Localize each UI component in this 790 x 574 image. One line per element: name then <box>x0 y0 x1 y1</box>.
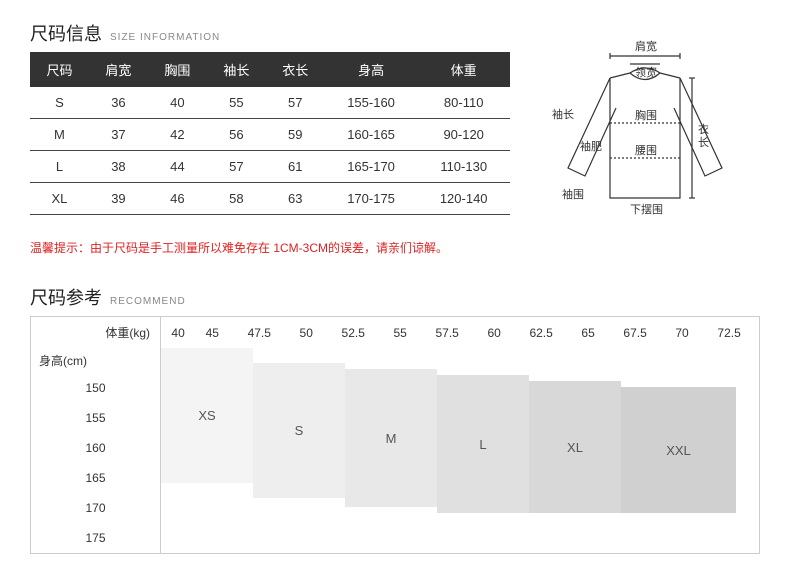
size-cell: 165-170 <box>325 151 418 183</box>
size-cell: 110-130 <box>417 151 510 183</box>
weight-col: 67.5 <box>605 318 665 348</box>
size-info-title-cn: 尺码信息 <box>30 20 102 46</box>
weight-col: 50 <box>289 318 323 348</box>
weight-col: 60 <box>477 318 511 348</box>
size-block-xs: XS <box>161 348 253 483</box>
lbl-shoulder: 肩宽 <box>635 39 657 53</box>
weight-col: 70 <box>665 318 699 348</box>
size-info-title-en: SIZE INFORMATION <box>110 32 220 43</box>
size-cell: 80-110 <box>417 87 510 119</box>
height-row: 150 <box>31 373 160 403</box>
col-height: 身高 <box>325 52 418 87</box>
size-cell: 120-140 <box>417 183 510 215</box>
size-block-s: S <box>253 363 345 498</box>
height-row: 165 <box>31 463 160 493</box>
size-cell: 37 <box>89 119 148 151</box>
col-weight: 体重 <box>417 52 510 87</box>
height-row: 175 <box>31 523 160 553</box>
height-row: 155 <box>31 403 160 433</box>
shirt-diagram: 肩宽 领宽 袖长 袖肥 胸围 腰围 衣 长 下摆围 袖围 <box>550 28 740 221</box>
size-cell: 160-165 <box>325 119 418 151</box>
col-sleeve: 袖长 <box>207 52 266 87</box>
weight-col: 65 <box>571 318 605 348</box>
lbl-collar: 领宽 <box>635 65 657 79</box>
lbl-body-len: 衣 <box>698 122 709 136</box>
size-cell: 39 <box>89 183 148 215</box>
size-cell: 46 <box>148 183 207 215</box>
size-cell: 36 <box>89 87 148 119</box>
height-row: 170 <box>31 493 160 523</box>
size-block-m: M <box>345 369 437 507</box>
lbl-chest: 胸围 <box>635 108 657 122</box>
lbl-body-len2: 长 <box>698 136 709 149</box>
size-cell: 57 <box>207 151 266 183</box>
size-cell: L <box>30 151 89 183</box>
weight-col: 55 <box>383 318 417 348</box>
size-cell: 170-175 <box>325 183 418 215</box>
height-row: 160 <box>31 433 160 463</box>
measurement-notice: 温馨提示：由于尺码是手工测量所以难免存在 1CM-3CM的误差，请亲们谅解。 <box>30 239 760 256</box>
weight-col: 40 <box>161 318 195 348</box>
size-chart-area: XSSMLXLXXL <box>161 348 759 528</box>
weight-col: 45 <box>195 318 229 348</box>
col-chest: 胸围 <box>148 52 207 87</box>
size-cell: XL <box>30 183 89 215</box>
size-cell: M <box>30 119 89 151</box>
col-shoulder: 肩宽 <box>89 52 148 87</box>
lbl-cuff: 袖围 <box>562 187 584 201</box>
size-table: 尺码 肩宽 胸围 袖长 衣长 身高 体重 S36405557155-16080-… <box>30 52 510 215</box>
size-cell: 55 <box>207 87 266 119</box>
size-cell: 155-160 <box>325 87 418 119</box>
weight-col: 72.5 <box>699 318 759 348</box>
recommend-title-cn: 尺码参考 <box>30 284 102 310</box>
size-cell: 44 <box>148 151 207 183</box>
size-cell: 63 <box>266 183 325 215</box>
recommend-title-en: RECOMMEND <box>110 296 186 307</box>
lbl-waist: 腰围 <box>635 144 657 157</box>
weight-axis-label: 体重(kg) <box>31 317 161 349</box>
size-cell: 40 <box>148 87 207 119</box>
size-cell: 57 <box>266 87 325 119</box>
size-block-xl: XL <box>529 381 621 513</box>
col-size: 尺码 <box>30 52 89 87</box>
size-block-xxl: XXL <box>621 387 736 513</box>
lbl-hem: 下摆围 <box>630 202 663 216</box>
size-cell: 38 <box>89 151 148 183</box>
recommend-table: 体重(kg) 404547.55052.55557.56062.56567.57… <box>30 316 760 554</box>
lbl-sleeve-len: 袖长 <box>552 107 574 121</box>
weight-col: 47.5 <box>229 318 289 348</box>
size-cell: 59 <box>266 119 325 151</box>
height-axis-label: 身高(cm) <box>31 348 160 373</box>
size-cell: 61 <box>266 151 325 183</box>
size-cell: 58 <box>207 183 266 215</box>
size-cell: S <box>30 87 89 119</box>
size-info-title: 尺码信息 SIZE INFORMATION <box>30 20 510 46</box>
weight-col: 62.5 <box>511 318 571 348</box>
lbl-sleeve-fat: 袖肥 <box>580 139 602 153</box>
recommend-title: 尺码参考 RECOMMEND <box>30 284 760 310</box>
size-cell: 56 <box>207 119 266 151</box>
weight-col: 57.5 <box>417 318 477 348</box>
size-block-l: L <box>437 375 529 513</box>
col-length: 衣长 <box>266 52 325 87</box>
size-cell: 42 <box>148 119 207 151</box>
size-cell: 90-120 <box>417 119 510 151</box>
weight-col: 52.5 <box>323 318 383 348</box>
